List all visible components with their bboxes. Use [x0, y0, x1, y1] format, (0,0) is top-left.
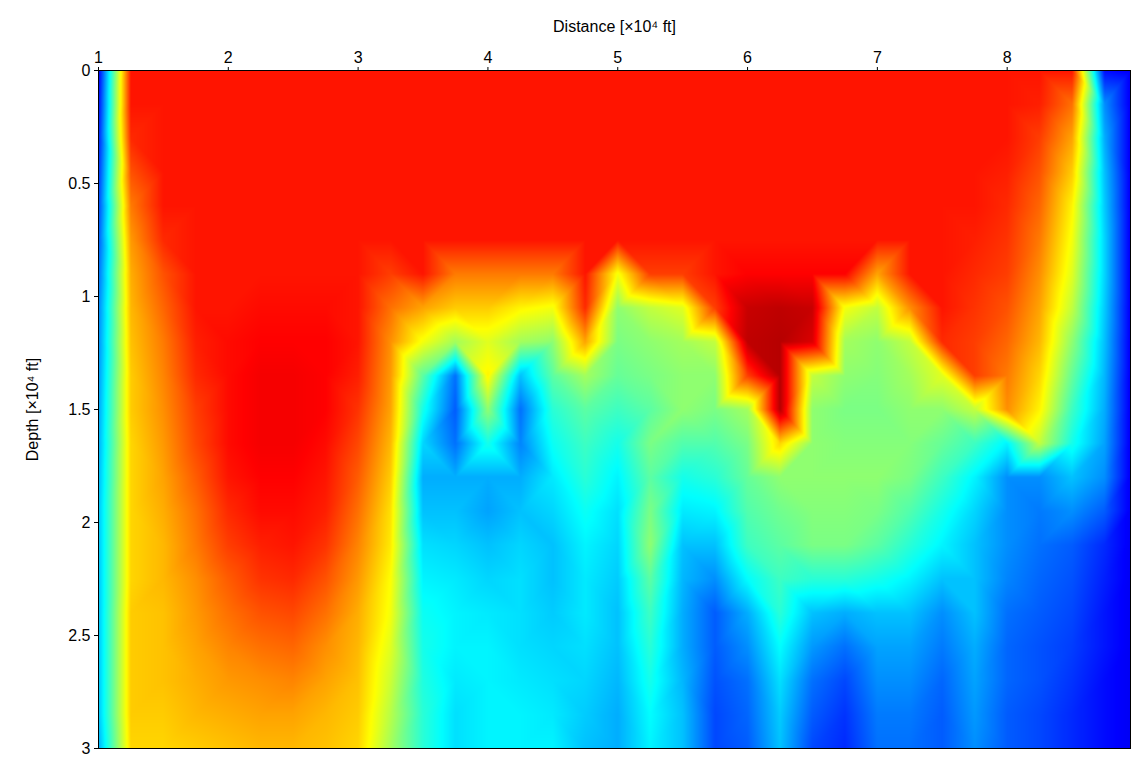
svg-text:2: 2: [82, 514, 91, 531]
svg-text:0.5: 0.5: [68, 175, 90, 192]
svg-text:0: 0: [82, 62, 91, 79]
svg-text:3: 3: [82, 740, 91, 757]
svg-text:1: 1: [82, 288, 91, 305]
svg-text:6: 6: [743, 49, 752, 66]
svg-text:8: 8: [1003, 49, 1012, 66]
svg-text:2.5: 2.5: [68, 627, 90, 644]
svg-text:2: 2: [224, 49, 233, 66]
svg-text:Distance [×10⁴ ft]: Distance [×10⁴ ft]: [553, 18, 676, 35]
svg-text:1: 1: [94, 49, 103, 66]
svg-text:7: 7: [873, 49, 882, 66]
svg-text:1.5: 1.5: [68, 401, 90, 418]
svg-text:3: 3: [354, 49, 363, 66]
svg-text:Depth [×10⁴ ft]: Depth [×10⁴ ft]: [24, 358, 41, 461]
svg-text:4: 4: [483, 49, 492, 66]
svg-text:5: 5: [613, 49, 622, 66]
